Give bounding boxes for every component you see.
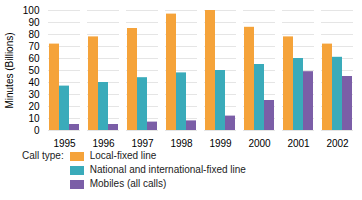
svg-text:90: 90 <box>28 17 40 28</box>
svg-text:Minutes (Billions): Minutes (Billions) <box>4 32 15 108</box>
svg-text:60: 60 <box>28 53 40 64</box>
svg-text:40: 40 <box>28 77 40 88</box>
svg-text:20: 20 <box>28 101 40 112</box>
svg-text:100: 100 <box>23 5 40 16</box>
svg-text:0: 0 <box>34 125 40 136</box>
svg-text:1999: 1999 <box>209 138 232 149</box>
svg-text:80: 80 <box>28 29 40 40</box>
svg-text:2001: 2001 <box>287 138 310 149</box>
html-text:Local-fixed line: Local-fixed line <box>89 150 157 161</box>
svg-text:1997: 1997 <box>131 138 154 149</box>
svg-text:50: 50 <box>28 65 40 76</box>
svg-text:2000: 2000 <box>248 138 271 149</box>
svg-text:70: 70 <box>28 41 40 52</box>
svg-text:1998: 1998 <box>170 138 193 149</box>
html-text:Call type:: Call type: <box>22 150 64 161</box>
svg-text:2002: 2002 <box>326 138 349 149</box>
html-text:Mobiles (all calls): Mobiles (all calls) <box>89 178 167 189</box>
html-text:National and international-fix: National and international-fixed line <box>89 164 246 175</box>
svg-text:30: 30 <box>28 89 40 100</box>
svg-text:10: 10 <box>28 113 40 124</box>
svg-text:1995: 1995 <box>53 138 76 149</box>
svg-text:1996: 1996 <box>92 138 115 149</box>
